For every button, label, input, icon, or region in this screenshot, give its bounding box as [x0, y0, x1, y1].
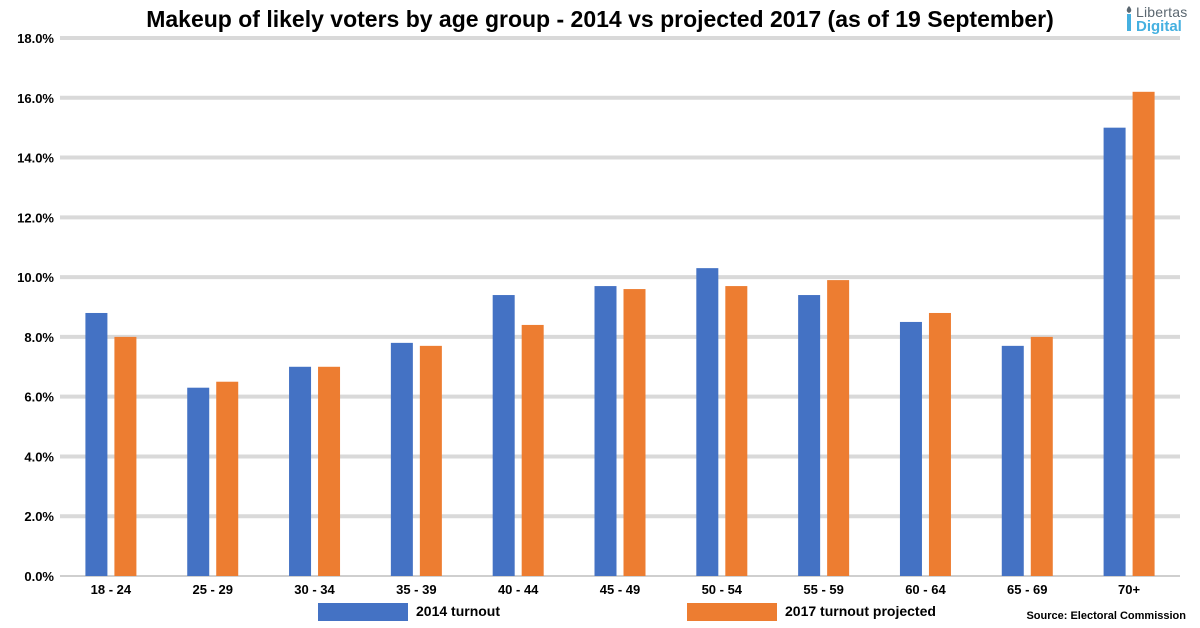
bar-2017 — [318, 367, 340, 576]
legend-label-2014: 2014 turnout — [416, 603, 500, 619]
bar-2017 — [1031, 337, 1053, 576]
legend-swatch-2014 — [318, 603, 408, 621]
y-tick-label: 18.0% — [17, 31, 54, 46]
y-tick-label: 0.0% — [24, 569, 54, 584]
bar-2017 — [1133, 92, 1155, 576]
bar-2017 — [827, 280, 849, 576]
x-tick-label: 45 - 49 — [600, 582, 640, 597]
x-tick-label: 25 - 29 — [192, 582, 232, 597]
bar-2017 — [216, 382, 238, 576]
x-tick-label: 18 - 24 — [91, 582, 132, 597]
y-tick-label: 14.0% — [17, 151, 54, 166]
bar-2017 — [114, 337, 136, 576]
y-tick-label: 4.0% — [24, 449, 54, 464]
bar-2014 — [391, 343, 413, 576]
y-tick-label: 6.0% — [24, 390, 54, 405]
bar-2014 — [798, 295, 820, 576]
bar-2014 — [1002, 346, 1024, 576]
y-tick-label: 2.0% — [24, 509, 54, 524]
legend-swatch-2017 — [687, 603, 777, 621]
x-tick-label: 30 - 34 — [294, 582, 335, 597]
bar-2014 — [85, 313, 107, 576]
bar-2017 — [420, 346, 442, 576]
x-tick-label: 55 - 59 — [803, 582, 843, 597]
x-tick-label: 60 - 64 — [905, 582, 946, 597]
x-tick-label: 50 - 54 — [702, 582, 743, 597]
bars — [85, 92, 1154, 576]
y-tick-label: 8.0% — [24, 330, 54, 345]
x-axis-ticks: 18 - 24 25 - 29 30 - 34 35 - 39 40 - 44 45 - … — [91, 582, 1141, 597]
x-tick-label: 70+ — [1118, 582, 1140, 597]
bar-2014 — [595, 286, 617, 576]
legend-label-2017: 2017 turnout projected — [785, 603, 936, 619]
bar-2014 — [1104, 128, 1126, 576]
bar-2014 — [900, 322, 922, 576]
bar-2014 — [187, 388, 209, 576]
bar-2017 — [522, 325, 544, 576]
chart-plot: 0.0% 2.0% 4.0% 6.0% 8.0% 10.0% 12.0% 14.0% 16.0%… — [0, 0, 1200, 600]
bar-2014 — [493, 295, 515, 576]
bar-2017 — [929, 313, 951, 576]
bar-2017 — [624, 289, 646, 576]
x-tick-label: 40 - 44 — [498, 582, 539, 597]
x-tick-label: 35 - 39 — [396, 582, 436, 597]
bar-2014 — [696, 268, 718, 576]
source-note: Source: Electoral Commission — [1026, 610, 1186, 622]
y-axis-ticks: 0.0% 2.0% 4.0% 6.0% 8.0% 10.0% 12.0% 14.0% 16.0%… — [17, 31, 54, 584]
y-tick-label: 16.0% — [17, 91, 54, 106]
y-tick-label: 10.0% — [17, 270, 54, 285]
bar-2014 — [289, 367, 311, 576]
x-tick-label: 65 - 69 — [1007, 582, 1047, 597]
bar-2017 — [725, 286, 747, 576]
y-tick-label: 12.0% — [17, 210, 54, 225]
